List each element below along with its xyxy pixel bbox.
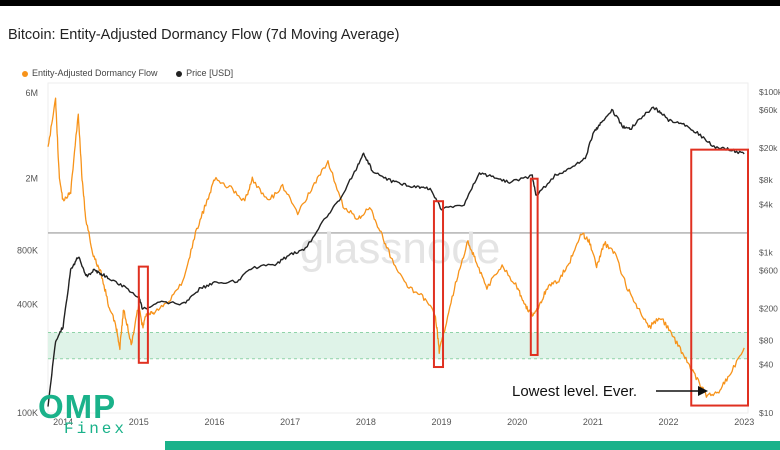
y-right-tick-label: $8k — [759, 175, 773, 185]
highlight-box — [432, 200, 445, 369]
logo-finex: Finex — [64, 420, 128, 438]
y-left-tick-label: 100K — [17, 408, 38, 418]
x-tick-label: 2022 — [659, 417, 679, 427]
legend-dot-orange — [22, 70, 28, 77]
watermark: glassnode — [300, 224, 501, 273]
y-right-tick-label: $600 — [759, 265, 778, 275]
highlight-box — [529, 177, 539, 356]
legend-label-price: Price [USD] — [186, 68, 234, 78]
x-tick-label: 2023 — [734, 417, 754, 427]
y-left-tick-label: 800K — [17, 245, 38, 255]
legend-item-price[interactable]: Price [USD] — [176, 68, 233, 78]
y-right-tick-label: $40 — [759, 360, 773, 370]
legend-dot-black — [176, 70, 183, 77]
y-right-tick-label: $1k — [759, 248, 773, 258]
x-tick-label: 2020 — [507, 417, 527, 427]
legend-label-dormancy: Entity-Adjusted Dormancy Flow — [32, 68, 158, 78]
bottom-green-strip — [165, 441, 780, 450]
x-tick-label: 2015 — [129, 417, 149, 427]
y-right-tick-label: $200 — [759, 304, 778, 314]
annotation-text: Lowest level. Ever. — [512, 383, 637, 400]
series-line-price — [47, 106, 745, 407]
y-right-tick-label: $80 — [759, 336, 773, 346]
y-right-tick-label: $100k — [759, 87, 780, 97]
x-tick-label: 2021 — [583, 417, 603, 427]
logo-omp: OMP — [38, 388, 117, 425]
legend-item-dormancy[interactable]: Entity-Adjusted Dormancy Flow — [22, 68, 158, 78]
x-tick-label: 2019 — [431, 417, 451, 427]
y-right-tick-label: $20k — [759, 143, 778, 153]
annotation-arrow-head — [698, 386, 708, 396]
x-tick-label: 2014 — [53, 417, 73, 427]
series-line-dormancy — [47, 97, 745, 398]
y-right-tick-label: $60k — [759, 105, 778, 115]
y-right-tick-label: $4k — [759, 199, 773, 209]
y-right-tick-label: $10 — [759, 408, 773, 418]
x-tick-label: 2017 — [280, 417, 300, 427]
x-tick-label: 2018 — [356, 417, 376, 427]
y-left-tick-label: 6M — [25, 88, 38, 98]
legend: Entity-Adjusted Dormancy Flow Price [USD… — [22, 68, 249, 78]
y-left-tick-label: 400K — [17, 300, 38, 310]
highlight-box — [137, 265, 149, 364]
highlight-box — [690, 148, 749, 407]
chart-title: Bitcoin: Entity-Adjusted Dormancy Flow (… — [8, 27, 400, 43]
green-band — [48, 332, 748, 359]
top-black-bar — [0, 0, 780, 6]
y-left-tick-label: 2M — [25, 174, 38, 184]
x-tick-label: 2016 — [204, 417, 224, 427]
